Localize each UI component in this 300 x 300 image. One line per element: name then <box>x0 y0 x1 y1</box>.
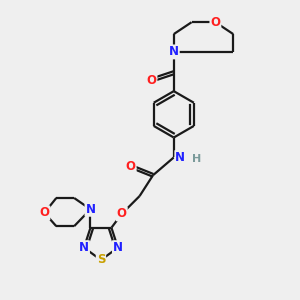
Text: N: N <box>85 203 95 216</box>
Text: O: O <box>210 16 220 29</box>
Text: N: N <box>169 45 179 58</box>
Text: N: N <box>175 151 185 164</box>
Text: O: O <box>146 74 157 87</box>
Text: O: O <box>126 160 136 173</box>
Text: N: N <box>79 241 89 254</box>
Text: O: O <box>117 207 127 220</box>
Text: S: S <box>97 254 105 266</box>
Text: N: N <box>113 241 123 254</box>
Text: H: H <box>192 154 201 164</box>
Text: O: O <box>39 206 50 219</box>
